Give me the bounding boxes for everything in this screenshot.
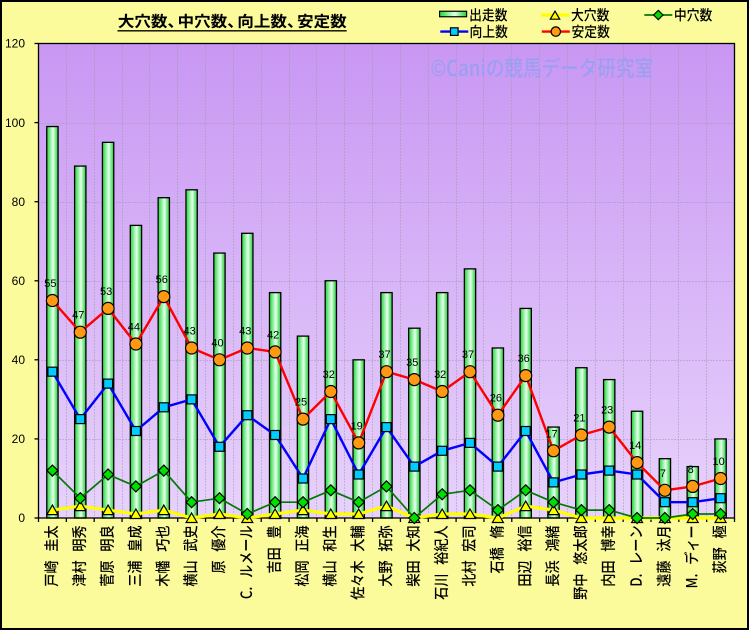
svg-text:32: 32 xyxy=(434,369,446,381)
svg-text:8: 8 xyxy=(688,464,694,476)
svg-text:43: 43 xyxy=(183,326,195,338)
svg-text:40: 40 xyxy=(12,353,26,367)
svg-text:10: 10 xyxy=(712,456,724,468)
svg-text:43: 43 xyxy=(239,326,251,338)
svg-text:21: 21 xyxy=(573,413,585,425)
svg-text:60: 60 xyxy=(12,274,26,288)
svg-text:120: 120 xyxy=(5,37,25,51)
svg-text:37: 37 xyxy=(378,349,390,361)
svg-text:0: 0 xyxy=(18,511,25,525)
svg-text:17: 17 xyxy=(545,428,557,440)
svg-text:42: 42 xyxy=(267,329,279,341)
svg-text:20: 20 xyxy=(12,432,26,446)
svg-text:40: 40 xyxy=(211,337,223,349)
svg-text:53: 53 xyxy=(100,286,112,298)
svg-text:7: 7 xyxy=(660,468,666,480)
svg-text:32: 32 xyxy=(323,369,335,381)
svg-text:25: 25 xyxy=(295,397,307,409)
svg-text:26: 26 xyxy=(490,393,502,405)
svg-text:19: 19 xyxy=(351,420,363,432)
svg-text:36: 36 xyxy=(518,353,530,365)
svg-text:44: 44 xyxy=(128,322,140,334)
svg-text:14: 14 xyxy=(629,440,641,452)
svg-text:37: 37 xyxy=(462,349,474,361)
svg-text:56: 56 xyxy=(156,274,168,286)
svg-text:47: 47 xyxy=(72,310,84,322)
svg-text:35: 35 xyxy=(406,357,418,369)
svg-text:55: 55 xyxy=(44,278,56,290)
svg-text:80: 80 xyxy=(12,195,26,209)
svg-text:100: 100 xyxy=(5,116,25,130)
svg-text:23: 23 xyxy=(601,405,613,417)
